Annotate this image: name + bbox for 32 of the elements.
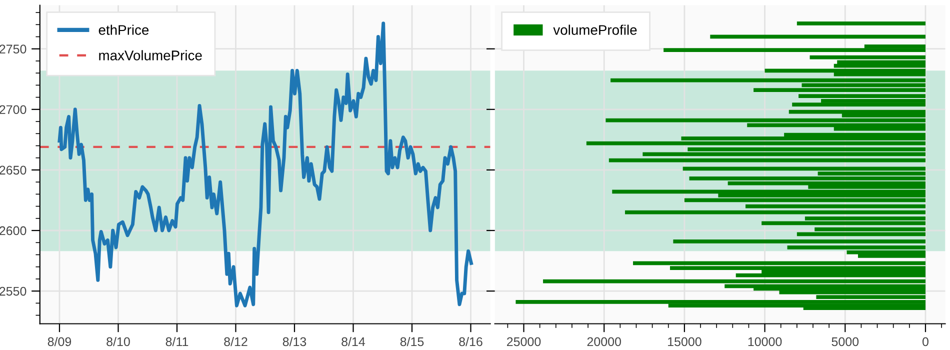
y-tick-label: 2700	[0, 105, 26, 114]
x-tick-label: 8/15	[400, 336, 424, 346]
x-tick-label: 8/14	[342, 336, 366, 346]
bar	[664, 48, 926, 52]
x-tick-label: 8/11	[166, 336, 188, 346]
x-tick-label: 0	[922, 337, 928, 346]
bar	[673, 239, 926, 244]
x-tick-label: 5000	[832, 337, 859, 346]
x-tick-label: 8/12	[224, 336, 248, 346]
legend-label: ethPrice	[98, 24, 149, 35]
x-tick-label: 15000	[668, 337, 702, 346]
bar	[624, 210, 926, 214]
y-tick-label: 2650	[0, 166, 26, 175]
legend-label: volumeProfile	[553, 24, 637, 35]
bar	[792, 102, 926, 106]
bar	[788, 110, 926, 114]
y-tick-label: 2750	[0, 44, 26, 54]
x-tick-label: 8/16	[459, 336, 482, 346]
x-tick-label: 25000	[507, 337, 541, 346]
bar	[746, 204, 926, 208]
x-tick-label: 8/09	[48, 336, 72, 346]
legend-label: maxVolumePrice	[99, 50, 202, 60]
bar	[796, 21, 926, 26]
bar	[736, 273, 926, 278]
bar	[710, 34, 926, 39]
x-tick-label: 8/10	[106, 336, 130, 346]
x-tick-label: 10000	[748, 337, 782, 346]
x-tick-label: 8/13	[282, 336, 306, 346]
y-tick-label: 2600	[0, 226, 26, 236]
y-tick-label: 2550	[0, 286, 26, 296]
bar	[608, 158, 926, 162]
x-tick-label: 20000	[587, 337, 621, 346]
